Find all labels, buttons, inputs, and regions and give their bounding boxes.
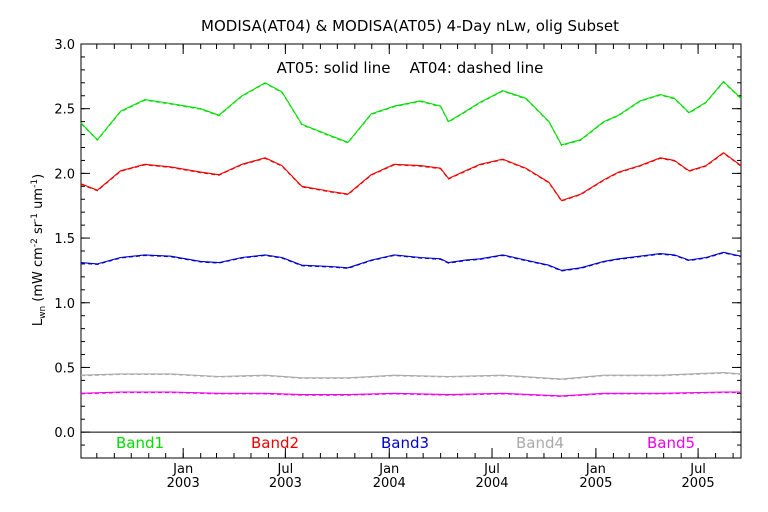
series-line-band1 <box>80 80 742 146</box>
plot-area: 0.00.51.01.52.02.53.0Jan2003Jul2003Jan20… <box>54 38 742 491</box>
x-tick-year-label: 2005 <box>579 476 612 491</box>
x-tick-year-label: 2005 <box>682 476 715 491</box>
y-tick-label: 2.5 <box>54 103 75 118</box>
y-axis-label: Lwn (mW cm-2 sr-1 um-1) <box>30 174 48 326</box>
legend-item-band3: Band3 <box>381 434 429 452</box>
y-label-sup-1: -2 <box>30 238 40 247</box>
series-dashed-band5 <box>80 392 741 398</box>
y-label-sup-3: -1 <box>30 179 40 188</box>
legend-item-band4: Band4 <box>516 434 564 452</box>
y-tick-label: 0.5 <box>54 361 75 376</box>
x-tick-month-label: Jan <box>378 462 399 477</box>
y-tick-label: 0.0 <box>54 426 75 441</box>
legend-item-band2: Band2 <box>251 434 299 452</box>
x-tick-year-label: 2003 <box>269 476 302 491</box>
x-tick-year-label: 2004 <box>373 476 406 491</box>
series-line-band4 <box>80 372 742 380</box>
chart-annotation: AT05: solid line AT04: dashed line <box>277 59 544 77</box>
y-tick-label: 2.0 <box>54 167 75 182</box>
series-line-band5 <box>80 391 741 397</box>
x-tick-year-label: 2004 <box>475 476 508 491</box>
series-dashed-band1 <box>80 81 742 147</box>
x-tick-month-label: Jan <box>172 462 193 477</box>
x-tick-month-label: Jul <box>277 462 294 477</box>
y-label-rest-2: sr <box>31 221 46 238</box>
series-line-band3 <box>80 251 742 271</box>
y-tick-label: 1.0 <box>54 297 75 312</box>
series-dashed-band4 <box>80 372 742 381</box>
x-tick-month-label: Jul <box>483 462 500 477</box>
x-tick-month-label: Jul <box>689 462 706 477</box>
legend-item-band1: Band1 <box>116 434 164 452</box>
legend-item-band5: Band5 <box>647 434 695 452</box>
series-line-band2 <box>80 152 742 202</box>
y-label-main: L <box>31 318 46 326</box>
y-tick-label: 1.5 <box>54 232 75 247</box>
x-tick-year-label: 2003 <box>167 476 200 491</box>
chart-title: MODISA(AT04) & MODISA(AT05) 4-Day nLw, o… <box>201 17 619 35</box>
series-dashed-band2 <box>80 152 742 202</box>
y-tick-label: 3.0 <box>54 38 75 53</box>
y-label-rest-3: um <box>31 188 46 213</box>
y-label-rest-4: ) <box>31 174 46 179</box>
y-label-rest-1: (mW cm <box>31 247 46 306</box>
x-tick-month-label: Jan <box>585 462 606 477</box>
y-label-sub: wn <box>38 306 48 319</box>
y-label-sup-2: -1 <box>30 213 40 222</box>
